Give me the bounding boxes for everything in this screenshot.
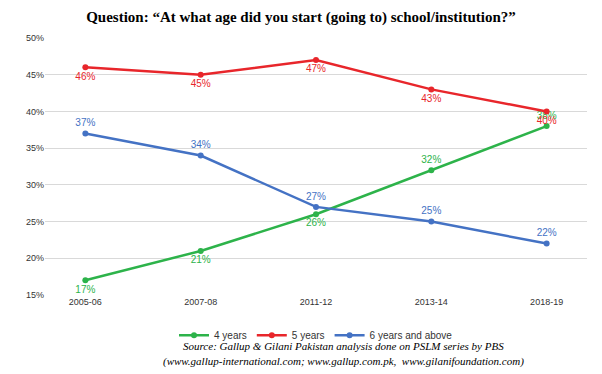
svg-text:25%: 25% [26,217,44,227]
svg-text:4 years: 4 years [214,330,247,341]
svg-text:17%: 17% [75,284,95,295]
svg-text:26%: 26% [306,217,326,228]
svg-text:Source: Gallup & Gilani Pakist: Source: Gallup & Gilani Pakistan analysi… [183,340,504,352]
svg-text:2013-14: 2013-14 [415,297,448,307]
svg-text:34%: 34% [191,139,211,150]
svg-text:35%: 35% [26,143,44,153]
svg-text:38%: 38% [537,110,557,121]
svg-text:5 years: 5 years [292,330,325,341]
svg-text:45%: 45% [191,78,211,89]
svg-text:(www.gallup-international.com;: (www.gallup-international.com; www.gallu… [163,355,524,368]
svg-text:2007-08: 2007-08 [184,297,217,307]
svg-text:30%: 30% [26,180,44,190]
svg-text:21%: 21% [191,254,211,265]
svg-text:50%: 50% [26,33,44,43]
svg-text:43%: 43% [421,93,441,104]
svg-text:46%: 46% [75,71,95,82]
svg-text:40%: 40% [537,115,557,126]
svg-text:2018-19: 2018-19 [530,297,563,307]
svg-text:15%: 15% [26,290,44,300]
svg-text:37%: 37% [75,117,95,128]
svg-text:6 years and above: 6 years and above [370,330,453,341]
svg-text:32%: 32% [421,154,441,165]
svg-text:40%: 40% [26,107,44,117]
svg-text:25%: 25% [421,205,441,216]
svg-text:45%: 45% [26,70,44,80]
svg-text:27%: 27% [306,191,326,202]
svg-text:47%: 47% [306,63,326,74]
svg-text:2011-12: 2011-12 [300,297,332,307]
svg-text:2005-06: 2005-06 [69,297,102,307]
svg-text:20%: 20% [26,253,44,263]
svg-text:Question: “At what age did you: Question: “At what age did you start (go… [86,9,516,26]
svg-text:22%: 22% [537,227,557,238]
